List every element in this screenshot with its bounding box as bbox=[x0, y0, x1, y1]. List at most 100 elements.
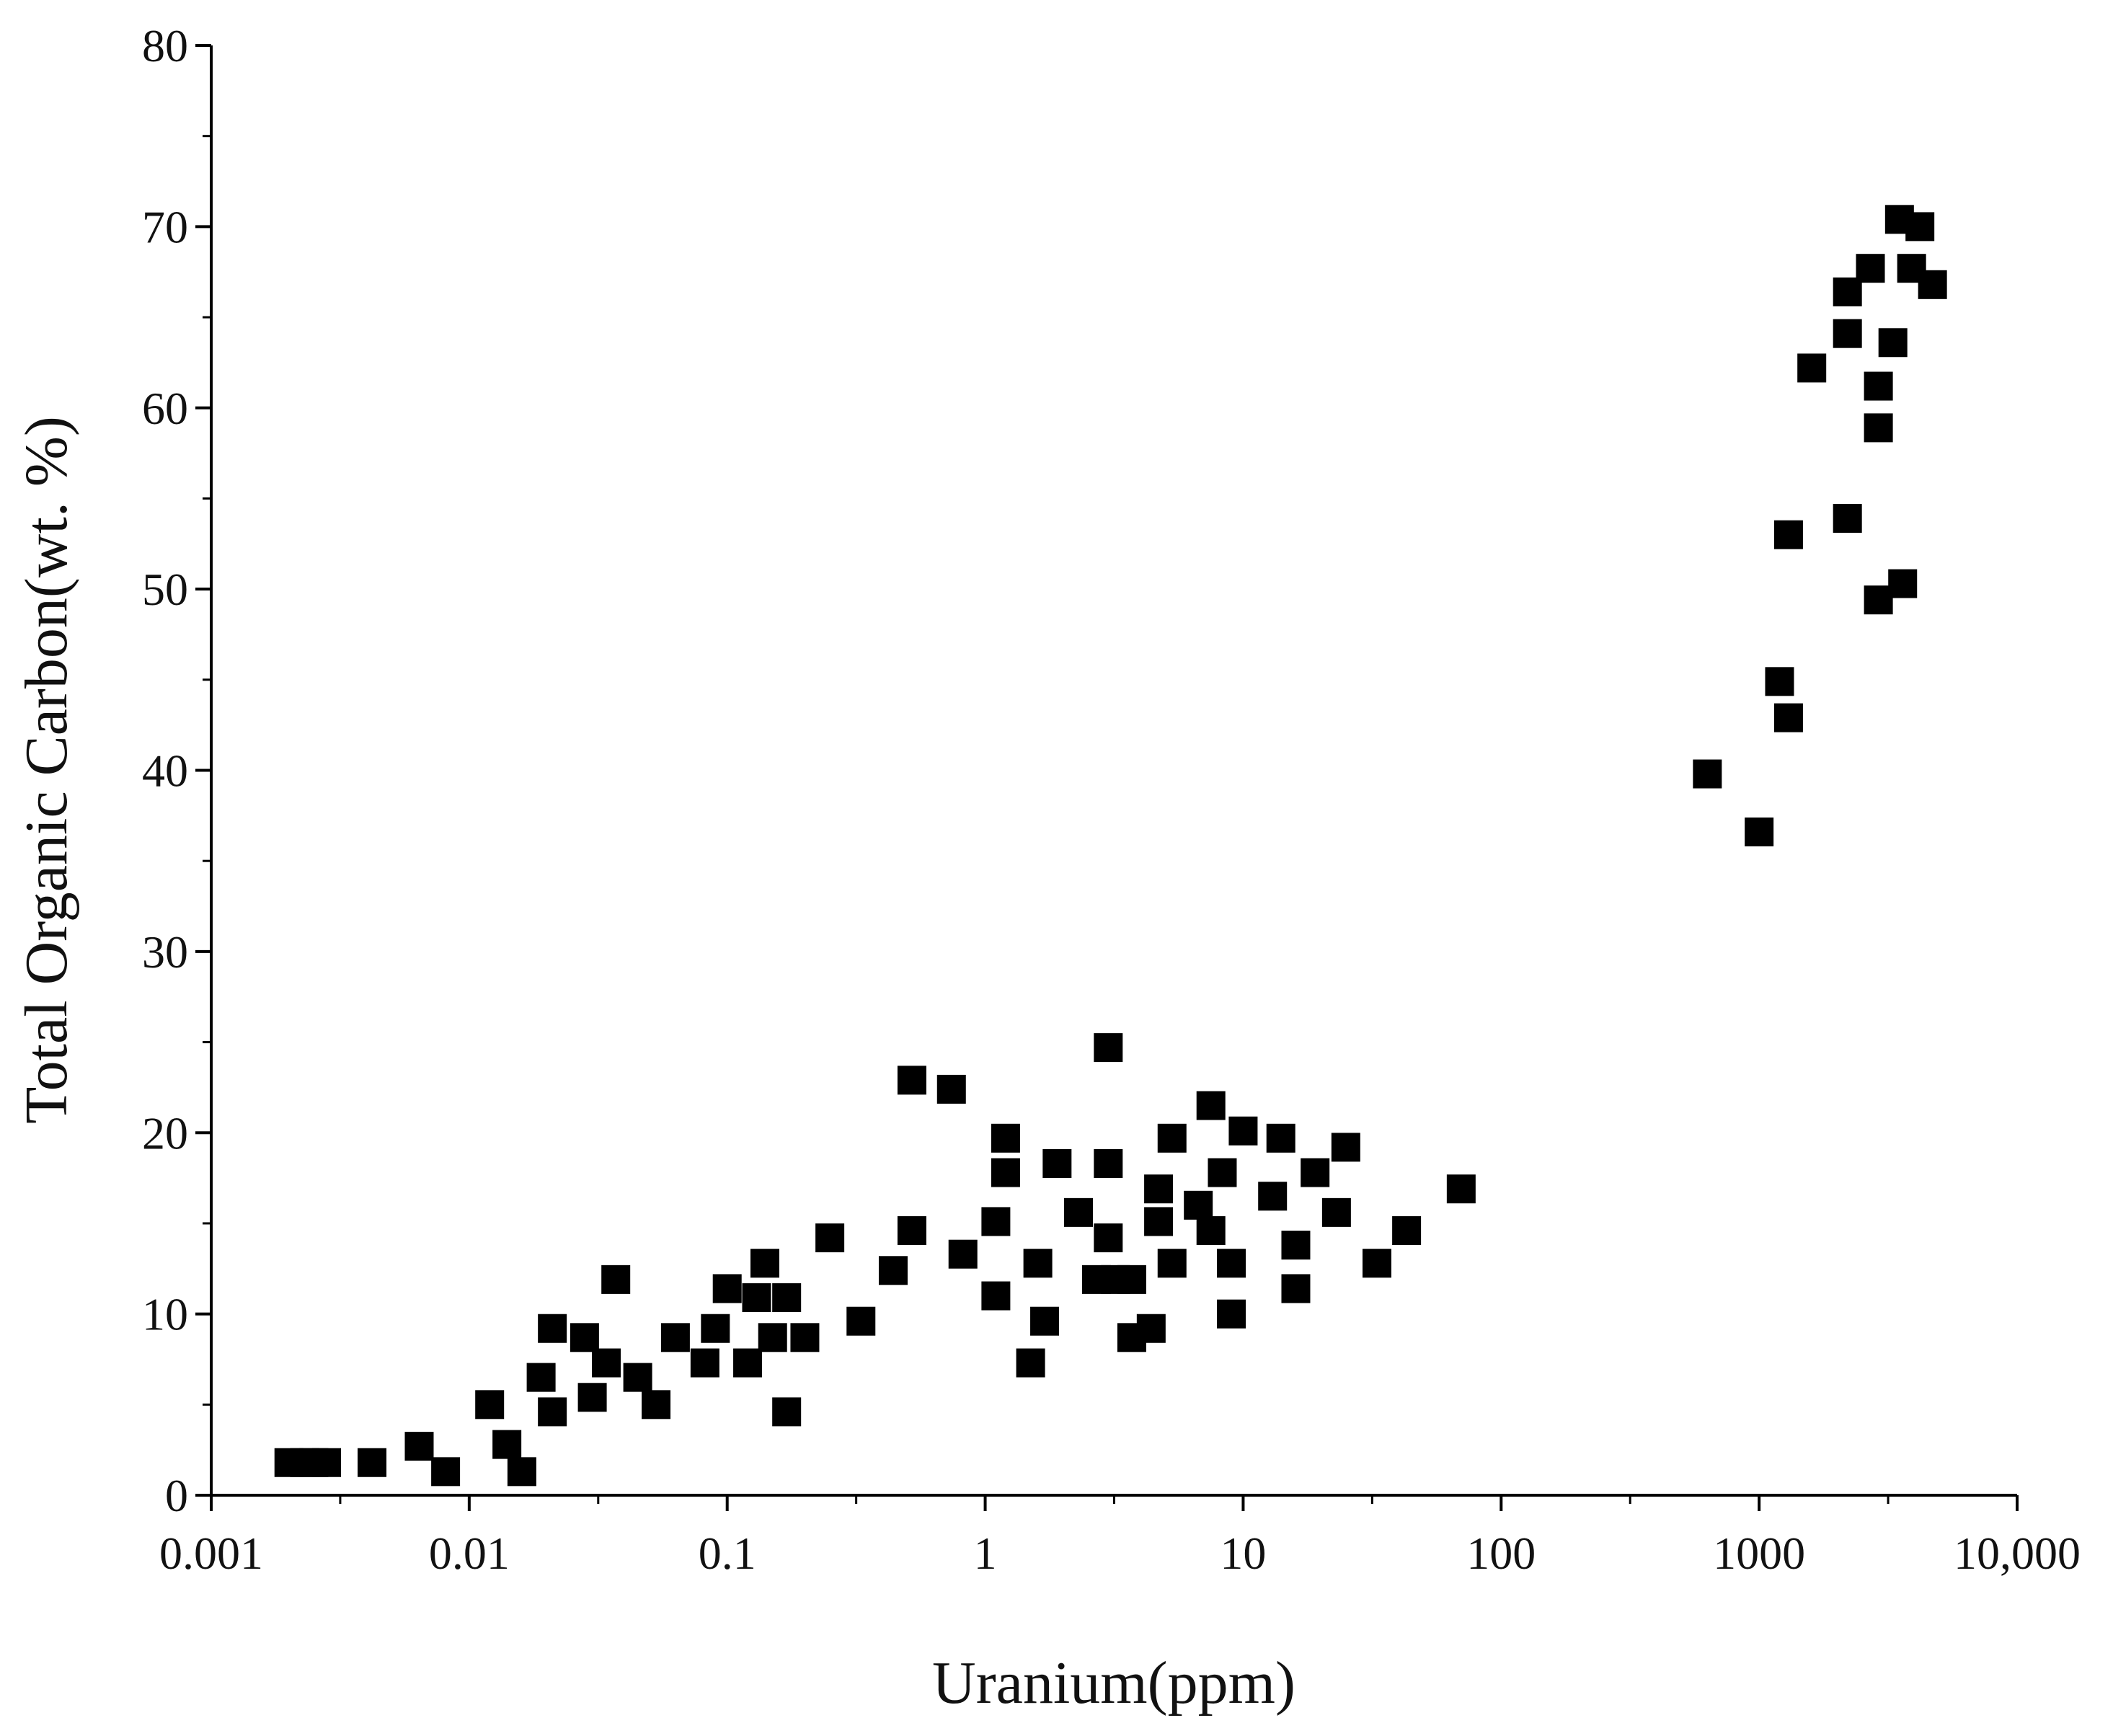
data-point bbox=[577, 1383, 607, 1412]
data-point bbox=[772, 1397, 802, 1427]
data-point bbox=[1217, 1299, 1246, 1329]
data-point bbox=[660, 1323, 690, 1352]
data-point bbox=[358, 1448, 387, 1477]
data-point bbox=[507, 1457, 536, 1487]
y-ticks: 0 10 20 30 40 50 60 70 80 bbox=[142, 20, 211, 1521]
data-point bbox=[897, 1066, 926, 1095]
data-point bbox=[712, 1274, 742, 1303]
data-point bbox=[1094, 1033, 1123, 1063]
data-point bbox=[1301, 1158, 1330, 1187]
data-point bbox=[897, 1215, 926, 1245]
y-axis-title: Total Organic Carbon(wt. %) bbox=[13, 416, 80, 1124]
data-point bbox=[1331, 1133, 1360, 1162]
data-point bbox=[991, 1123, 1020, 1153]
y-tick-label: 50 bbox=[142, 564, 188, 615]
x-tick-label: 1000 bbox=[1713, 1528, 1805, 1579]
data-point bbox=[981, 1207, 1011, 1236]
data-point bbox=[1321, 1197, 1351, 1227]
data-point bbox=[1864, 413, 1893, 443]
data-point bbox=[1258, 1182, 1288, 1211]
data-point bbox=[1281, 1231, 1311, 1260]
data-point bbox=[991, 1158, 1020, 1187]
data-point bbox=[981, 1281, 1011, 1311]
y-tick-label: 60 bbox=[142, 383, 188, 434]
data-point bbox=[1023, 1249, 1053, 1278]
data-point bbox=[846, 1306, 876, 1336]
data-point bbox=[1217, 1249, 1246, 1278]
data-point bbox=[526, 1363, 556, 1392]
data-point bbox=[1042, 1148, 1072, 1178]
y-tick-label: 30 bbox=[142, 926, 188, 978]
data-point bbox=[1064, 1197, 1094, 1227]
data-point bbox=[492, 1430, 522, 1459]
data-point bbox=[312, 1448, 342, 1477]
data-point bbox=[1117, 1265, 1146, 1294]
x-tick-label: 0.01 bbox=[429, 1528, 510, 1579]
data-point bbox=[538, 1397, 567, 1427]
x-tick-label: 0.1 bbox=[699, 1528, 756, 1579]
x-axis-title: Uranium(ppm) bbox=[932, 1649, 1295, 1717]
x-tick-label: 100 bbox=[1466, 1528, 1536, 1579]
data-point bbox=[750, 1249, 780, 1278]
data-points bbox=[274, 205, 1947, 1487]
data-point bbox=[1094, 1223, 1123, 1253]
y-tick-label: 80 bbox=[142, 20, 188, 71]
data-point bbox=[1016, 1348, 1045, 1378]
data-point bbox=[1833, 504, 1862, 533]
data-point bbox=[1745, 817, 1774, 846]
y-tick-label: 0 bbox=[165, 1470, 188, 1521]
data-point bbox=[1864, 585, 1893, 615]
data-point bbox=[1136, 1314, 1166, 1343]
data-point bbox=[1157, 1123, 1187, 1153]
data-point bbox=[690, 1348, 719, 1378]
data-point bbox=[1446, 1174, 1476, 1204]
data-point bbox=[936, 1074, 966, 1104]
data-point bbox=[1878, 328, 1908, 358]
data-point bbox=[431, 1457, 461, 1487]
data-point bbox=[1864, 371, 1893, 401]
data-point bbox=[538, 1314, 567, 1343]
x-tick-label: 1 bbox=[974, 1528, 997, 1579]
data-point bbox=[475, 1390, 505, 1420]
data-point bbox=[1856, 254, 1885, 283]
data-point bbox=[623, 1363, 652, 1392]
y-tick-label: 10 bbox=[142, 1289, 188, 1340]
data-point bbox=[1094, 1148, 1123, 1178]
data-point bbox=[1362, 1249, 1391, 1278]
data-point bbox=[1905, 212, 1935, 242]
data-point bbox=[1157, 1249, 1187, 1278]
data-point bbox=[1918, 270, 1947, 299]
data-point bbox=[948, 1239, 978, 1269]
data-point bbox=[1208, 1158, 1237, 1187]
data-point bbox=[742, 1283, 771, 1313]
data-point bbox=[1281, 1274, 1311, 1303]
data-point bbox=[1888, 569, 1918, 598]
data-point bbox=[1196, 1215, 1226, 1245]
data-point bbox=[404, 1432, 434, 1461]
data-point bbox=[1030, 1306, 1060, 1336]
data-point bbox=[1184, 1190, 1213, 1220]
data-point bbox=[1144, 1174, 1174, 1204]
data-point bbox=[1228, 1116, 1258, 1146]
data-point bbox=[1196, 1091, 1226, 1120]
data-point bbox=[1392, 1215, 1422, 1245]
data-point bbox=[1773, 703, 1803, 732]
data-point bbox=[733, 1348, 763, 1378]
y-tick-label: 40 bbox=[142, 745, 188, 797]
data-point bbox=[1773, 520, 1803, 549]
x-tick-label: 10 bbox=[1220, 1528, 1266, 1579]
data-point bbox=[1765, 667, 1794, 696]
data-point bbox=[642, 1390, 671, 1420]
data-point bbox=[1797, 353, 1827, 383]
data-point bbox=[1693, 759, 1722, 789]
x-ticks: 0.001 0.01 0.1 1 10 100 1000 10,000 bbox=[159, 1495, 2081, 1579]
data-point bbox=[570, 1323, 599, 1352]
x-tick-label: 10,000 bbox=[1954, 1528, 2081, 1579]
x-tick-label: 0.001 bbox=[159, 1528, 263, 1579]
y-tick-label: 70 bbox=[142, 201, 188, 252]
data-point bbox=[815, 1223, 845, 1253]
data-point bbox=[592, 1348, 621, 1378]
data-point bbox=[758, 1323, 787, 1352]
y-tick-label: 20 bbox=[142, 1107, 188, 1159]
